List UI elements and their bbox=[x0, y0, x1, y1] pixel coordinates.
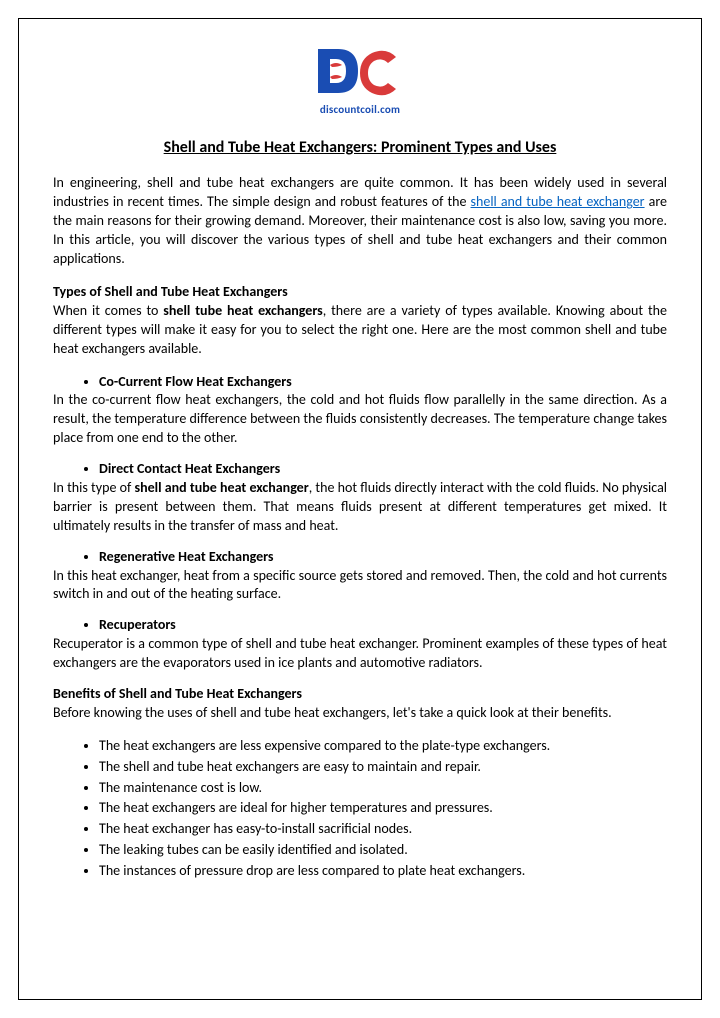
intro-paragraph: In engineering, shell and tube heat exch… bbox=[53, 174, 667, 268]
document-page: discountcoil.com Shell and Tube Heat Exc… bbox=[0, 0, 720, 1018]
type-block: Regenerative Heat ExchangersIn this heat… bbox=[53, 548, 667, 605]
type-name: Direct Contact Heat Exchangers bbox=[99, 460, 667, 479]
type-description: In this type of shell and tube heat exch… bbox=[53, 479, 667, 536]
type-name: Recuperators bbox=[99, 616, 667, 635]
type-bullet: Direct Contact Heat Exchangers bbox=[53, 460, 667, 479]
type-bullet: Regenerative Heat Exchangers bbox=[53, 548, 667, 567]
shell-tube-link[interactable]: shell and tube heat exchanger bbox=[471, 193, 645, 210]
type-desc-pre: In this type of bbox=[53, 479, 135, 496]
logo-icon bbox=[312, 43, 408, 101]
benefit-item: The maintenance cost is low. bbox=[99, 779, 667, 798]
types-list: Co-Current Flow Heat ExchangersIn the co… bbox=[53, 373, 667, 673]
logo-site-text: discountcoil.com bbox=[312, 103, 408, 118]
benefit-item: The heat exchanger has easy-to-install s… bbox=[99, 820, 667, 839]
type-description: In this heat exchanger, heat from a spec… bbox=[53, 567, 667, 605]
type-block: Co-Current Flow Heat ExchangersIn the co… bbox=[53, 373, 667, 449]
benefit-item: The heat exchangers are ideal for higher… bbox=[99, 799, 667, 818]
benefit-item: The instances of pressure drop are less … bbox=[99, 862, 667, 881]
type-bullet: Co-Current Flow Heat Exchangers bbox=[53, 373, 667, 392]
benefit-item: The heat exchangers are less expensive c… bbox=[99, 737, 667, 756]
benefit-item: The leaking tubes can be easily identifi… bbox=[99, 841, 667, 860]
type-bullet: Recuperators bbox=[53, 616, 667, 635]
types-intro-bold: shell tube heat exchangers bbox=[163, 302, 322, 319]
type-block: RecuperatorsRecuperator is a common type… bbox=[53, 616, 667, 673]
types-intro-1: When it comes to bbox=[53, 302, 163, 319]
types-intro: When it comes to shell tube heat exchang… bbox=[53, 302, 667, 359]
benefit-item: The shell and tube heat exchangers are e… bbox=[99, 758, 667, 777]
types-heading: Types of Shell and Tube Heat Exchangers bbox=[53, 283, 667, 302]
type-block: Direct Contact Heat ExchangersIn this ty… bbox=[53, 460, 667, 536]
type-name: Regenerative Heat Exchangers bbox=[99, 548, 667, 567]
logo: discountcoil.com bbox=[312, 43, 408, 118]
type-desc-bold: shell and tube heat exchanger bbox=[135, 479, 309, 496]
benefits-heading: Benefits of Shell and Tube Heat Exchange… bbox=[53, 685, 667, 704]
type-name: Co-Current Flow Heat Exchangers bbox=[99, 373, 667, 392]
benefits-list: The heat exchangers are less expensive c… bbox=[53, 737, 667, 881]
type-description: Recuperator is a common type of shell an… bbox=[53, 635, 667, 673]
page-title: Shell and Tube Heat Exchangers: Prominen… bbox=[53, 137, 667, 159]
benefits-intro: Before knowing the uses of shell and tub… bbox=[53, 704, 667, 723]
page-border: discountcoil.com Shell and Tube Heat Exc… bbox=[18, 18, 702, 1000]
type-description: In the co-current flow heat exchangers, … bbox=[53, 391, 667, 448]
logo-container: discountcoil.com bbox=[53, 43, 667, 119]
